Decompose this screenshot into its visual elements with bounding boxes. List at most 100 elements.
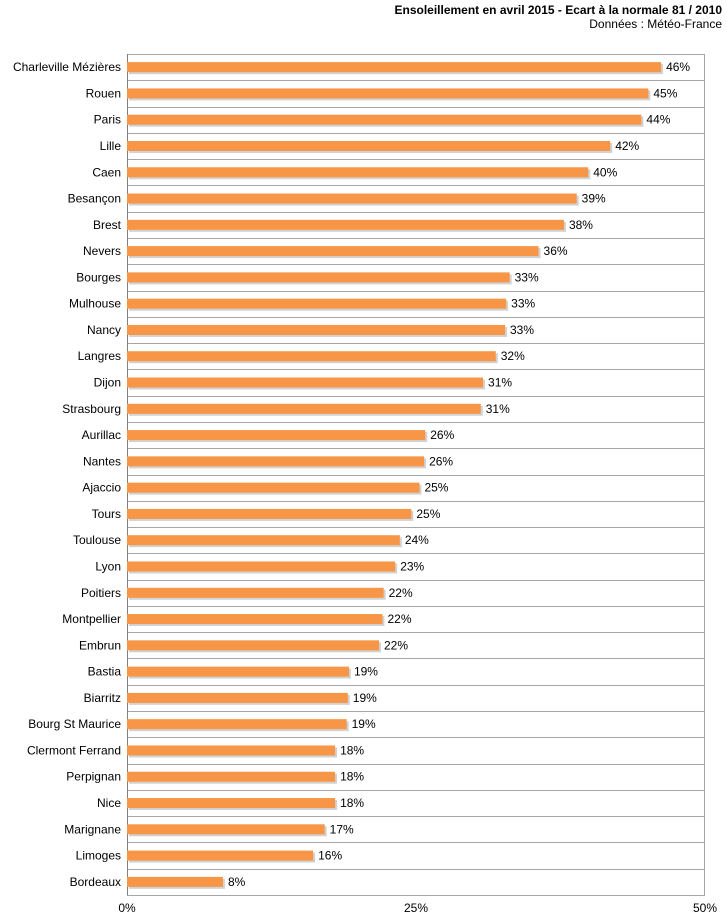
data-label: 8%: [228, 875, 246, 889]
data-label: 22%: [387, 612, 411, 626]
category-label: Limoges: [76, 849, 121, 863]
category-label: Nantes: [83, 454, 121, 468]
data-label: 42%: [615, 139, 639, 153]
data-label: 26%: [429, 454, 453, 468]
bar: [127, 377, 484, 388]
category-label: Charleville Mézières: [13, 60, 121, 74]
category-label: Poitiers: [81, 586, 121, 600]
bar: [127, 456, 425, 467]
data-label: 31%: [486, 402, 510, 416]
data-label: 40%: [593, 165, 617, 179]
bar: [127, 771, 336, 782]
category-label: Langres: [78, 349, 121, 363]
data-label: 22%: [384, 638, 408, 652]
data-label: 18%: [340, 796, 364, 810]
x-tick-label: 25%: [404, 901, 428, 915]
bar: [127, 430, 426, 441]
data-label: 39%: [582, 192, 606, 206]
data-label: 46%: [666, 60, 690, 74]
data-label: 33%: [511, 297, 535, 311]
bar: [127, 167, 589, 178]
bar: [127, 482, 420, 493]
category-label: Bastia: [88, 665, 122, 679]
category-label: Nevers: [83, 244, 121, 258]
category-label: Strasbourg: [62, 402, 121, 416]
bar: [127, 587, 384, 598]
bar: [127, 62, 662, 73]
data-label: 19%: [354, 665, 378, 679]
data-label: 25%: [424, 481, 448, 495]
bar: [127, 614, 383, 625]
data-label: 18%: [340, 770, 364, 784]
bar: [127, 561, 396, 572]
data-label: 24%: [405, 533, 429, 547]
data-label: 22%: [389, 586, 413, 600]
bar: [127, 850, 314, 861]
bar: [127, 114, 642, 125]
data-label: 26%: [430, 428, 454, 442]
category-label: Bourges: [76, 270, 121, 284]
data-label: 19%: [352, 717, 376, 731]
data-label: 36%: [544, 244, 568, 258]
data-label: 38%: [569, 218, 593, 232]
data-label: 23%: [400, 559, 424, 573]
bar: [127, 745, 336, 756]
category-label: Bourg St Maurice: [28, 717, 121, 731]
bar: [127, 403, 481, 414]
chart-title: Ensoleillement en avril 2015 - Ecart à l…: [394, 3, 722, 17]
category-label: Rouen: [86, 86, 121, 100]
category-label: Besançon: [68, 192, 121, 206]
bar: [127, 351, 496, 362]
bar: [127, 193, 577, 204]
data-label: 25%: [416, 507, 440, 521]
bar: [127, 272, 510, 283]
x-tick-label: 0%: [118, 901, 136, 915]
data-label: 33%: [510, 323, 534, 337]
bar: [127, 140, 611, 151]
category-label: Aurillac: [82, 428, 121, 442]
category-label: Tours: [92, 507, 121, 521]
category-label: Montpellier: [62, 612, 121, 626]
category-label: Clermont Ferrand: [27, 743, 121, 757]
x-tick-label: 50%: [693, 901, 717, 915]
bar: [127, 640, 380, 651]
category-label: Ajaccio: [82, 481, 121, 495]
bar: [127, 719, 347, 730]
category-label: Nice: [97, 796, 121, 810]
data-label: 44%: [646, 113, 670, 127]
data-label: 45%: [653, 86, 677, 100]
bar: [127, 324, 506, 335]
data-label: 31%: [488, 376, 512, 390]
bar: [127, 876, 223, 887]
category-label: Perpignan: [66, 770, 121, 784]
data-label: 19%: [353, 691, 377, 705]
category-label: Lyon: [95, 559, 121, 573]
category-label: Dijon: [94, 376, 121, 390]
category-label: Biarritz: [84, 691, 121, 705]
category-label: Paris: [94, 113, 121, 127]
category-label: Mulhouse: [69, 297, 121, 311]
category-label: Toulouse: [73, 533, 121, 547]
bar: [127, 666, 349, 677]
category-label: Brest: [93, 218, 122, 232]
bar: [127, 508, 412, 519]
data-label: 17%: [330, 822, 354, 836]
data-label: 18%: [340, 743, 364, 757]
bar: [127, 219, 564, 230]
bar: [127, 824, 325, 835]
chart-subtitle: Données : Météo-France: [589, 17, 722, 31]
category-label: Embrun: [79, 638, 121, 652]
category-label: Bordeaux: [70, 875, 121, 889]
data-label: 33%: [515, 270, 539, 284]
bar: [127, 692, 348, 703]
bar: [127, 535, 400, 546]
bar: [127, 88, 649, 99]
bar: [127, 246, 539, 257]
bar: [127, 298, 507, 309]
category-label: Lille: [100, 139, 122, 153]
category-label: Marignane: [64, 822, 121, 836]
data-label: 32%: [501, 349, 525, 363]
category-label: Caen: [92, 165, 121, 179]
data-label: 16%: [318, 849, 342, 863]
